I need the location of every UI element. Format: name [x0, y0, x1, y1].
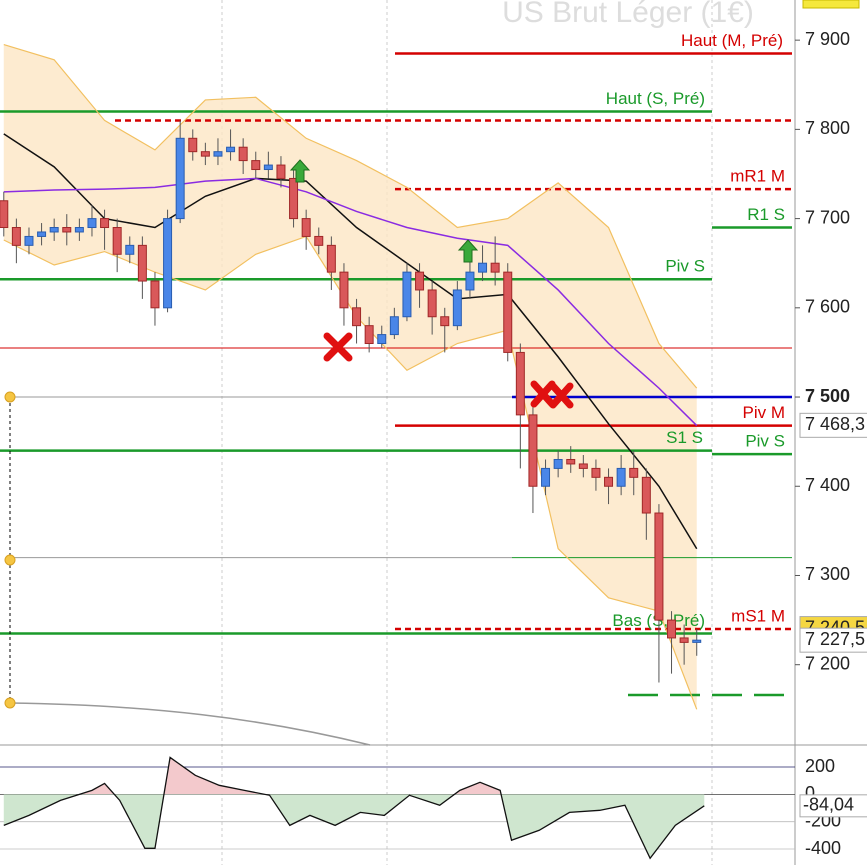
osc-tag-label: -84,04	[803, 795, 854, 815]
level-label: Haut (S, Pré)	[606, 89, 705, 108]
candle-body	[24, 235, 34, 246]
candle-body	[616, 467, 626, 487]
y-tick-label: 7 900	[805, 29, 850, 49]
candle-body	[289, 177, 299, 220]
candle-body	[452, 289, 462, 327]
candle-body	[566, 458, 576, 465]
y-tick-label: 7 800	[805, 118, 850, 138]
candle-body	[74, 227, 84, 233]
y-tick-label: 7 200	[805, 653, 850, 673]
candle-body	[326, 244, 336, 273]
candle-body	[238, 146, 248, 162]
overlay-line	[3, 133, 698, 550]
candle-body	[427, 289, 437, 318]
level-label: mR1 M	[730, 167, 785, 186]
candle-body	[553, 458, 563, 469]
overlay-line	[3, 177, 698, 427]
candle-body	[654, 512, 664, 621]
osc-tick-label: -400	[805, 838, 841, 858]
level-label: Piv M	[743, 403, 786, 422]
candle-body	[377, 334, 387, 345]
candle-body	[389, 316, 399, 336]
level-label: Haut (M, Pré)	[681, 31, 783, 50]
osc-tag	[799, 794, 867, 818]
candle-body	[415, 271, 425, 291]
candle-body	[251, 160, 261, 171]
osc-tick-label: 200	[805, 756, 835, 776]
osc-line	[3, 756, 705, 860]
candle-body	[629, 467, 639, 478]
level-label: mS1 M	[731, 606, 785, 625]
candle-body	[200, 151, 210, 157]
y-tick-label: 7 600	[805, 297, 850, 317]
candle-body	[137, 244, 147, 282]
candle-body	[604, 476, 614, 487]
y-tick-label: 7 400	[805, 475, 850, 495]
drawing-tool	[4, 391, 371, 746]
candle-body	[591, 467, 601, 478]
candle-body	[87, 218, 97, 229]
axis-marker	[802, 0, 860, 9]
candle-body	[263, 164, 273, 171]
candle-body	[11, 227, 21, 246]
osc-negative-area	[3, 794, 705, 859]
candle-body	[213, 151, 223, 157]
candle-body	[679, 637, 689, 643]
y-tick-label: 7 500	[805, 386, 850, 406]
candle-body	[62, 227, 72, 233]
y-tick-label: 7 300	[805, 564, 850, 584]
candle-body	[163, 218, 173, 309]
candle-body	[0, 200, 9, 229]
candle-body	[490, 262, 500, 273]
candle-body	[188, 137, 198, 153]
candle-body	[339, 271, 349, 309]
candle-body	[175, 137, 185, 220]
candle-body	[314, 235, 324, 246]
price-tag	[799, 412, 867, 438]
level-label: Piv S	[745, 432, 785, 451]
candle-body	[49, 227, 59, 233]
candle-body	[692, 639, 702, 643]
candle-body	[478, 262, 488, 273]
candle-body	[667, 619, 677, 639]
signal-icons	[289, 159, 574, 409]
candle-body	[100, 218, 110, 229]
candle-body	[465, 271, 475, 291]
candle-body	[37, 231, 47, 237]
price-tag-label: 7 468,3	[805, 414, 865, 434]
candle-body	[125, 244, 135, 255]
osc-tick-label: 0	[805, 783, 815, 803]
candle-body	[641, 476, 651, 514]
candle-body	[528, 414, 538, 487]
candle-body	[440, 316, 450, 327]
candle-body	[364, 325, 374, 345]
osc-positive-area	[80, 757, 502, 794]
candle-body	[301, 218, 311, 237]
level-label: Piv S	[665, 257, 705, 276]
candle-body	[578, 463, 588, 469]
chart-title: US Brut Léger (1€)	[502, 0, 754, 29]
candle-body	[352, 307, 362, 327]
candle-body	[515, 351, 525, 416]
y-tick-label: 7 700	[805, 207, 850, 227]
level-label: R1 S	[747, 205, 785, 224]
price-tag-label: 7 227,5	[805, 629, 865, 649]
price-tag	[799, 627, 867, 653]
level-label: S1 S	[666, 428, 703, 447]
candle-body	[503, 271, 513, 353]
candle-body	[276, 164, 286, 179]
overlay-line	[3, 44, 698, 389]
candle-body	[541, 467, 551, 487]
band-fill	[3, 44, 697, 710]
candle-body	[112, 227, 122, 255]
candle-body	[150, 280, 160, 309]
candle-body	[226, 146, 236, 153]
candle-body	[402, 271, 412, 318]
